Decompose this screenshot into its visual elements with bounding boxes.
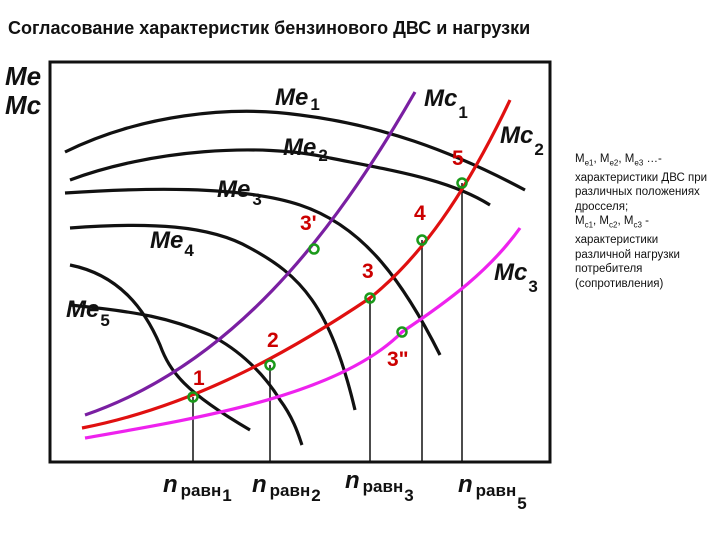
point-label-5: 5 (452, 147, 464, 170)
me4-label: Me4 (150, 227, 194, 260)
point-label-2: 2 (267, 329, 279, 352)
plot-frame (48, 60, 552, 464)
legend-sub: e1 (584, 158, 594, 168)
legend-sub: e2 (609, 158, 619, 168)
legend-sep: , M (593, 215, 610, 228)
point-label-3: 3 (362, 260, 374, 283)
axis-label-me: Me (5, 61, 41, 91)
me4-curve (69, 223, 357, 411)
me-extra-curve (69, 303, 304, 446)
legend-load-note: Mc1, Mc2, Mc3 - характеристики различной… (575, 214, 715, 291)
marker-3prime (308, 243, 320, 255)
legend-engine-note: Me1, Me2, Me3 …- характеристики ДВС при … (575, 152, 715, 214)
legend-symbol: M (575, 153, 585, 165)
mc2-curve (81, 99, 512, 430)
mc1-label: Mc1 (424, 85, 468, 122)
page-title: Согласование характеристик бензинового Д… (8, 18, 531, 38)
legend-sep: - (641, 215, 649, 228)
marker-3dprime (396, 326, 408, 338)
legend-sep: …- (643, 153, 662, 165)
me5-label: Me5 (66, 296, 110, 330)
legend-text: характеристики ДВС при различных положен… (575, 171, 708, 213)
me3-curve (64, 187, 442, 356)
mc3-curve (84, 227, 522, 440)
marker-5 (456, 177, 468, 189)
legend-sep: , M (617, 215, 634, 228)
mc3-label: Mc3 (494, 259, 538, 296)
marker-4 (416, 234, 428, 246)
axis-label-mc: Mc (5, 90, 42, 120)
n-label-2: n равн2 (252, 471, 321, 505)
point-label-3dprime: 3" (387, 348, 409, 371)
me1-curve (64, 109, 526, 192)
legend-symbol: M (575, 215, 585, 228)
marker-2 (264, 359, 276, 371)
marker-1 (187, 391, 199, 403)
me2-curve (69, 148, 491, 207)
me1-label: Me 1 (275, 84, 320, 114)
legend-sub: e3 (634, 158, 644, 168)
marker-3 (364, 292, 376, 304)
point-label-3prime: 3' (300, 212, 317, 235)
legend-text: характеристики различной нагрузки потреб… (575, 234, 680, 290)
legend-sep: , M (593, 153, 610, 165)
n-label-1: n равн1 (163, 471, 232, 505)
legend-note: Me1, Me2, Me3 …- характеристики ДВС при … (575, 152, 715, 291)
n-label-5: n равн5 (458, 471, 527, 513)
point-label-4: 4 (414, 202, 426, 225)
legend-sub: c3 (633, 220, 642, 230)
mc1-curve (84, 91, 417, 417)
mc2-label: Mc2 (500, 122, 544, 159)
me2-label: Me 2 (283, 134, 328, 165)
me5-curve (69, 263, 251, 432)
point-label-1: 1 (193, 367, 205, 390)
legend-sub: c2 (609, 220, 618, 230)
n-label-3: n равн3 (345, 467, 414, 505)
legend-sep: , M (618, 153, 635, 165)
legend-sub: c1 (584, 220, 594, 230)
me3-label: Me 3 (217, 176, 262, 209)
